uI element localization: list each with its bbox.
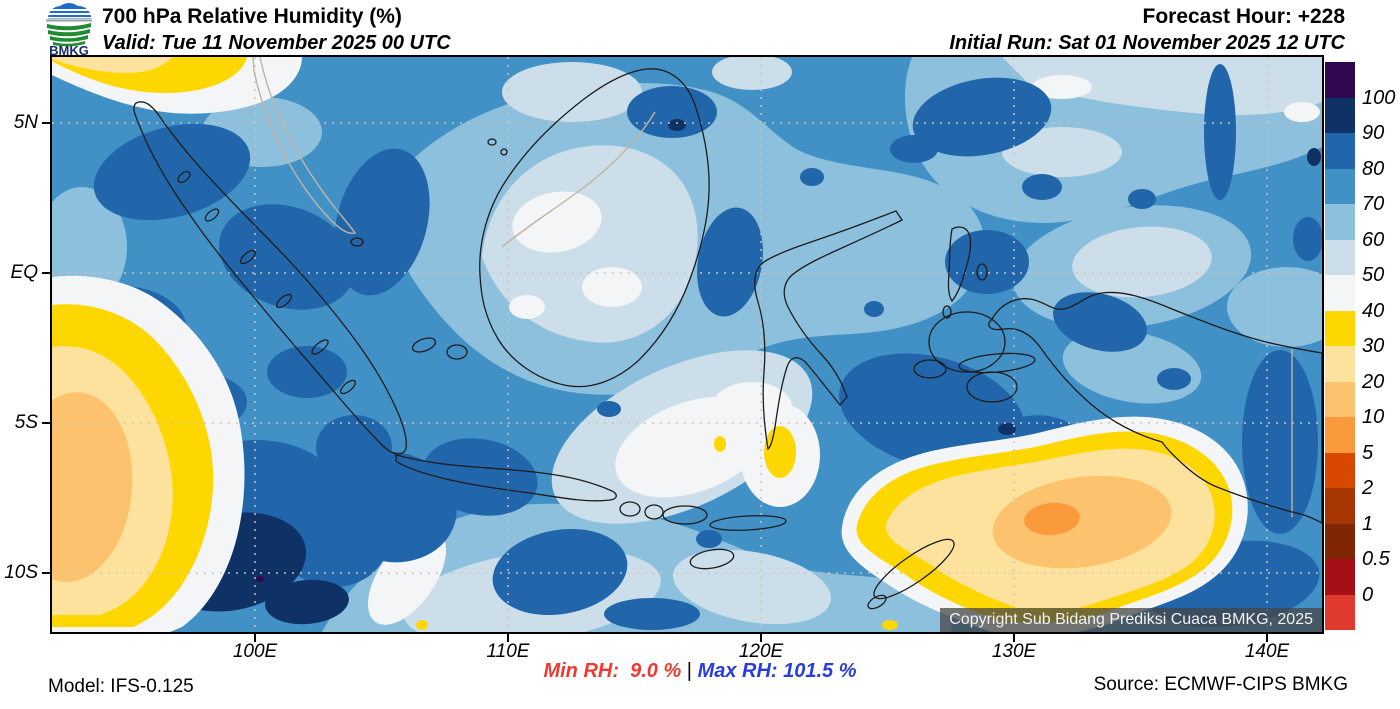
lon-label: 110E: [486, 641, 530, 662]
initial-run: Initial Run: Sat 01 November 2025 12 UTC: [949, 32, 1345, 54]
colorbar-band: [1325, 346, 1355, 382]
colorbar-tick-label: 70: [1362, 193, 1385, 215]
map-plot-area: Copyright Sub Bidang Prediksi Cuaca BMKG…: [50, 55, 1324, 634]
bmkg-logo: BMKG: [44, 3, 94, 57]
colorbar-tick-label: 80: [1362, 157, 1385, 180]
colorbar-tick-label: 40: [1362, 299, 1385, 322]
lon-tickmark: [507, 634, 509, 642]
min-rh-label: Min RH: 9.0 %: [543, 660, 682, 682]
lon-tickmark: [760, 634, 762, 642]
colorbar-tick-label: 90: [1362, 122, 1385, 144]
dry-region-topleft: [52, 57, 302, 114]
forecast-hour: Forecast Hour: +228: [1142, 5, 1346, 28]
max-rh-label: Max RH: 101.5 %: [697, 660, 857, 682]
lat-tickmark: [42, 122, 50, 124]
lon-tickmark: [1013, 634, 1015, 642]
colorbar-band: [1325, 62, 1355, 98]
coastline-foreign: [252, 57, 1293, 517]
colorbar-band: [1325, 559, 1355, 595]
colorbar-band: [1325, 594, 1355, 630]
colorbar-tick-label: 100: [1362, 86, 1396, 109]
lon-label: 120E: [738, 641, 784, 662]
lat-tickmark: [42, 572, 50, 574]
lat-label: EQ: [10, 262, 38, 283]
colorbar-tick-label: 0: [1362, 583, 1374, 606]
lon-label: 140E: [1244, 641, 1290, 662]
colorbar-tick-label: 2: [1362, 477, 1374, 499]
colorbar-band: [1325, 275, 1355, 311]
colorbar-band: [1325, 239, 1355, 275]
minmax-separator: |: [681, 660, 698, 682]
colorbar-band: [1325, 523, 1355, 559]
colorbar-tick-label: 0.5: [1362, 548, 1390, 570]
logo-text: BMKG: [49, 43, 89, 57]
colorbar-tick-label: 20: [1362, 370, 1385, 393]
lon-label: 130E: [991, 641, 1037, 662]
valid-time: Valid: Tue 11 November 2025 00 UTC: [102, 32, 451, 54]
colorbar-tick-label: 60: [1362, 228, 1385, 251]
copyright-overlay: Copyright Sub Bidang Prediksi Cuaca BMKG…: [940, 608, 1322, 632]
lat-label: 5N: [13, 112, 38, 133]
colorbar-tick-label: 10: [1362, 406, 1385, 428]
source-label: Source: ECMWF-CIPS BMKG: [1093, 674, 1348, 695]
lat-tickmark: [42, 272, 50, 274]
coastline-indonesia: [133, 68, 1322, 610]
page-title: 700 hPa Relative Humidity (%): [102, 5, 402, 28]
lon-tickmark: [254, 634, 256, 642]
colorbar-band: [1325, 417, 1355, 453]
colorbar-band: [1325, 310, 1355, 346]
dry-region-papua: [841, 416, 1248, 632]
colorbar-tick-label: 1: [1362, 512, 1374, 535]
colorbar-tick-label: 30: [1362, 335, 1385, 357]
lat-label: 5S: [14, 412, 38, 433]
colorbar-tick-label: 50: [1362, 264, 1385, 286]
rh-contour-map: [52, 57, 1322, 632]
lat-label: 10S: [4, 562, 38, 583]
rh-region-80-90: [77, 64, 1322, 632]
minmax-line: Min RH: 9.0 % | Max RH: 101.5 %: [0, 660, 1400, 683]
colorbar-tick-label: 5: [1362, 441, 1374, 464]
dry-region-southwest: [52, 275, 245, 632]
logo-waves-icon: [47, 23, 91, 47]
colorbar-band: [1325, 381, 1355, 417]
lat-tickmark: [42, 422, 50, 424]
colorbar-band: [1325, 97, 1355, 133]
model-label: Model: IFS-0.125: [48, 676, 194, 697]
colorbar-band: [1325, 204, 1355, 240]
colorbar-band: [1325, 133, 1355, 169]
lon-label: 100E: [232, 641, 278, 662]
colorbar-band: [1325, 168, 1355, 204]
colorbar-band: [1325, 488, 1355, 524]
lon-tickmark: [1266, 634, 1268, 642]
colorbar-band: [1325, 452, 1355, 488]
colorbar: [1325, 62, 1355, 630]
logo-cloud-icon: [44, 3, 94, 22]
